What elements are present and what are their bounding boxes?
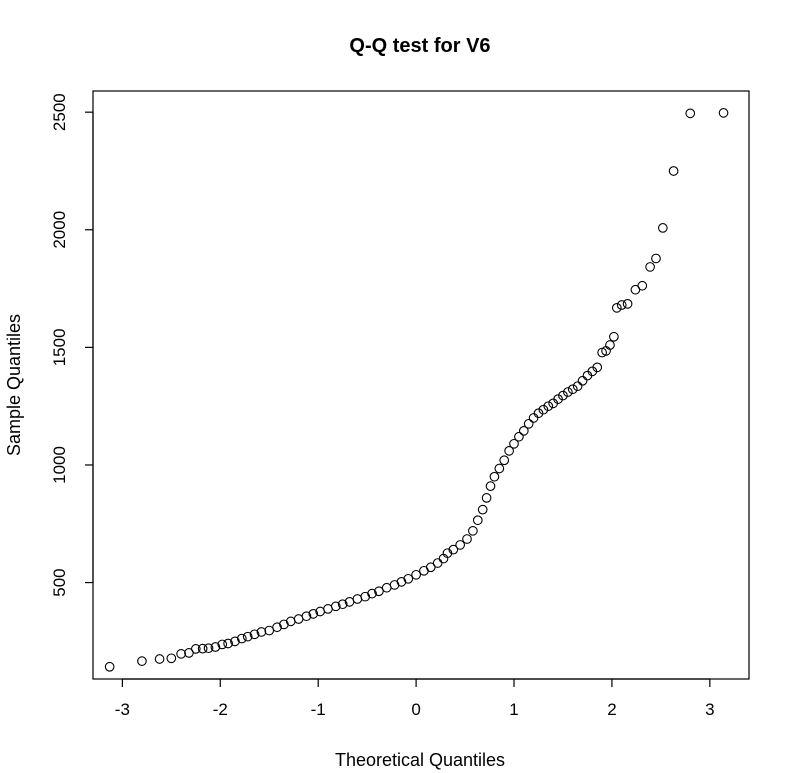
data-point bbox=[308, 608, 319, 619]
x-tick-label: 0 bbox=[411, 700, 420, 719]
data-point bbox=[190, 644, 201, 654]
data-point bbox=[577, 375, 588, 386]
data-point bbox=[553, 394, 563, 404]
chart-title: Q-Q test for V6 bbox=[349, 35, 490, 57]
data-point bbox=[197, 643, 208, 654]
data-point bbox=[481, 493, 492, 503]
data-point bbox=[223, 638, 233, 649]
data-point bbox=[538, 404, 549, 415]
data-point bbox=[657, 223, 668, 233]
data-point bbox=[137, 656, 147, 666]
data-point bbox=[472, 515, 483, 526]
data-point bbox=[154, 654, 165, 664]
y-tick-label: 2000 bbox=[50, 211, 69, 249]
y-tick-label: 1500 bbox=[50, 328, 69, 366]
x-tick-label: 1 bbox=[509, 700, 518, 719]
x-axis: -3 -2 -1 0 1 2 3 bbox=[115, 678, 715, 719]
data-point bbox=[616, 300, 627, 310]
x-tick-label: 2 bbox=[607, 700, 616, 719]
data-point bbox=[272, 622, 282, 633]
data-point bbox=[668, 166, 679, 176]
data-point bbox=[403, 573, 414, 584]
data-point bbox=[104, 661, 115, 672]
data-point bbox=[301, 611, 312, 622]
data-point bbox=[425, 562, 436, 573]
data-point bbox=[651, 253, 661, 264]
data-point bbox=[637, 280, 648, 291]
data-point bbox=[592, 362, 603, 373]
data-point bbox=[203, 643, 214, 654]
data-point bbox=[176, 648, 186, 659]
data-point bbox=[523, 418, 534, 429]
data-point bbox=[242, 631, 253, 642]
data-point bbox=[558, 390, 568, 401]
y-axis-label: Sample Quantiles bbox=[4, 314, 24, 456]
y-tick-label: 2500 bbox=[50, 93, 69, 131]
data-point bbox=[166, 653, 177, 664]
data-point bbox=[543, 401, 554, 412]
data-point bbox=[622, 299, 633, 309]
data-point bbox=[609, 331, 619, 342]
data-point bbox=[605, 340, 615, 350]
x-tick-label: -1 bbox=[311, 700, 326, 719]
x-axis-label: Theoretical Quantiles bbox=[335, 750, 505, 770]
y-axis: 500 1000 1500 2000 2500 bbox=[50, 93, 94, 597]
data-points bbox=[104, 108, 729, 672]
data-point bbox=[448, 544, 459, 555]
x-tick-label: -3 bbox=[115, 700, 130, 719]
x-tick-label: -2 bbox=[213, 700, 228, 719]
data-point bbox=[367, 588, 377, 599]
data-point bbox=[645, 262, 655, 272]
data-point bbox=[572, 381, 583, 392]
data-point bbox=[718, 108, 729, 118]
data-point bbox=[256, 627, 267, 637]
data-point bbox=[411, 569, 421, 580]
data-point bbox=[230, 636, 240, 647]
data-point bbox=[432, 558, 443, 568]
plot-frame bbox=[92, 90, 750, 680]
data-point bbox=[528, 413, 539, 423]
data-point bbox=[563, 387, 573, 397]
data-point bbox=[494, 463, 505, 474]
data-point bbox=[514, 431, 524, 442]
data-point bbox=[518, 426, 529, 436]
data-point bbox=[533, 408, 544, 419]
data-point bbox=[442, 548, 453, 559]
data-point bbox=[330, 601, 341, 612]
data-point bbox=[477, 504, 488, 515]
data-point bbox=[455, 540, 466, 550]
data-point bbox=[210, 642, 221, 652]
data-point bbox=[485, 481, 496, 491]
data-point bbox=[504, 446, 514, 456]
data-point bbox=[499, 455, 510, 466]
data-point bbox=[509, 438, 519, 449]
data-point bbox=[468, 525, 478, 536]
x-tick-label: 3 bbox=[705, 700, 714, 719]
data-point bbox=[611, 303, 622, 313]
data-point bbox=[285, 616, 296, 627]
data-point bbox=[685, 108, 696, 119]
data-point bbox=[236, 633, 247, 644]
data-point bbox=[462, 534, 472, 544]
data-point bbox=[567, 384, 578, 395]
data-point bbox=[489, 471, 500, 482]
y-tick-label: 500 bbox=[50, 568, 69, 596]
data-point bbox=[352, 594, 363, 604]
y-tick-label: 1000 bbox=[50, 446, 69, 484]
data-point bbox=[217, 639, 228, 650]
data-point bbox=[337, 599, 348, 610]
data-point bbox=[249, 629, 260, 640]
data-point bbox=[374, 586, 384, 597]
